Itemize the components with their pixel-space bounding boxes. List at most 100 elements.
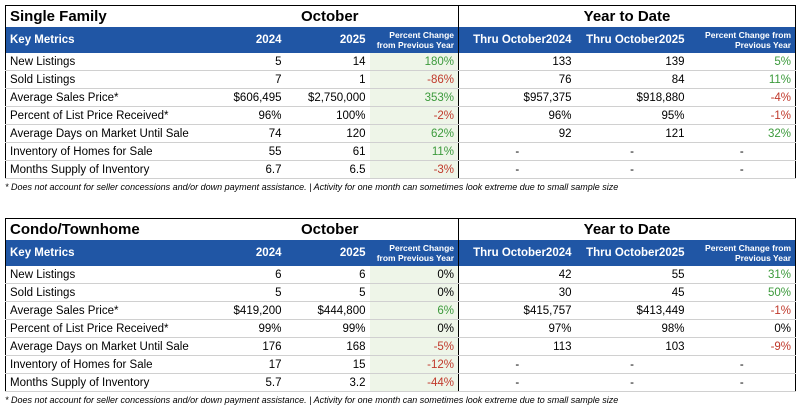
section: Single Family October Year to Date Key Metr… [5, 5, 797, 192]
header-cell: Percent Change from Previous Year [369, 27, 459, 53]
period-title: October [301, 8, 359, 25]
data-row: Percent of List Price Received* 99% 99% 0% 9… [5, 319, 796, 338]
header-row: Key Metrics 2024 2025 Percent Change from P… [5, 27, 796, 53]
metric-value: 11% [688, 70, 796, 89]
metric-value: 14 [285, 53, 370, 71]
metric-name: Average Sales Price* [5, 301, 202, 320]
metric-value: 0% [369, 319, 459, 338]
header-cell: 2024 [201, 27, 286, 53]
metric-value: 61 [285, 142, 370, 161]
data-row: Average Days on Market Until Sale 74 120 62… [5, 124, 796, 143]
metric-value: 1 [285, 70, 370, 89]
metric-value: 17 [201, 355, 286, 374]
header-cell: Thru October2025 [575, 240, 689, 266]
metric-value: - [458, 142, 576, 161]
metric-value: 168 [285, 337, 370, 356]
metric-name: Inventory of Homes for Sale [5, 355, 202, 374]
metric-value: 97% [458, 319, 576, 338]
metric-value: -44% [369, 373, 459, 392]
metric-value: 74 [201, 124, 286, 143]
metric-name: Inventory of Homes for Sale [5, 142, 202, 161]
metric-value: $2,750,000 [285, 88, 370, 107]
metric-name: Percent of List Price Received* [5, 106, 202, 125]
metric-value: -1% [688, 106, 796, 125]
metric-value: 76 [458, 70, 576, 89]
header-cell: 2025 [285, 27, 370, 53]
metric-value: $606,495 [201, 88, 286, 107]
metric-value: 5 [201, 283, 286, 302]
metric-value: 50% [688, 283, 796, 302]
header-cell: Key Metrics [5, 240, 202, 266]
table-body: Condo/Townhome October Year to Date Key Met… [5, 218, 796, 392]
data-row: Inventory of Homes for Sale 17 15 -12% - - - [5, 355, 796, 374]
metric-value: 5 [201, 53, 286, 71]
metric-value: 6.5 [285, 160, 370, 179]
title-row: Condo/Townhome October Year to Date [6, 218, 796, 240]
metric-value: 176 [201, 337, 286, 356]
metric-value: - [575, 142, 689, 161]
metric-value: - [575, 355, 689, 374]
data-row: Inventory of Homes for Sale 55 61 11% - - - [5, 142, 796, 161]
metric-value: - [688, 355, 796, 374]
data-row: Percent of List Price Received* 96% 100% -2… [5, 106, 796, 125]
title-row: Single Family October Year to Date [6, 5, 796, 27]
metric-value: 99% [201, 319, 286, 338]
metric-value: 55 [575, 266, 689, 284]
metric-value: - [458, 160, 576, 179]
metric-value: 6% [369, 301, 459, 320]
metric-name: Percent of List Price Received* [5, 319, 202, 338]
metric-value: 180% [369, 53, 459, 71]
header-cell: Percent Change from Previous Year [688, 27, 796, 53]
metric-value: 55 [201, 142, 286, 161]
metric-value: $415,757 [458, 301, 576, 320]
metric-value: 103 [575, 337, 689, 356]
metric-value: 113 [458, 337, 576, 356]
metric-value: 95% [575, 106, 689, 125]
table-body: Single Family October Year to Date Key Metr… [5, 5, 796, 179]
metric-value: 42 [458, 266, 576, 284]
metric-name: Months Supply of Inventory [5, 160, 202, 179]
metric-value: 11% [369, 142, 459, 161]
metric-value: 96% [458, 106, 576, 125]
ytd-title: Year to Date [458, 5, 796, 27]
header-cell: Thru October2025 [575, 27, 689, 53]
data-row: New Listings 6 6 0% 42 55 31% [5, 266, 796, 284]
header-cell: Thru October2024 [458, 240, 576, 266]
footnote: * Does not account for seller concession… [5, 395, 619, 405]
metric-value: 99% [285, 319, 370, 338]
metric-value: -9% [688, 337, 796, 356]
metric-value: - [458, 373, 576, 392]
metric-value: 120 [285, 124, 370, 143]
section-title: Condo/Townhome [10, 221, 140, 238]
metric-value: -5% [369, 337, 459, 356]
metric-value: 121 [575, 124, 689, 143]
metric-value: 0% [369, 266, 459, 284]
metric-value: $444,800 [285, 301, 370, 320]
metric-value: $413,449 [575, 301, 689, 320]
metric-value: - [575, 160, 689, 179]
metric-name: Average Days on Market Until Sale [5, 337, 202, 356]
header-cell: Percent Change from Previous Year [369, 240, 459, 266]
metric-value: -2% [369, 106, 459, 125]
metric-value: -3% [369, 160, 459, 179]
metric-value: 0% [688, 319, 796, 338]
data-row: Average Days on Market Until Sale 176 168-… [5, 337, 796, 356]
metric-value: 139 [575, 53, 689, 71]
footnote: * Does not account for seller concession… [5, 182, 619, 192]
metric-value: -1% [688, 301, 796, 320]
metrics-table: Single Family October Year to Date Key Metr… [5, 5, 797, 179]
metric-value: 62% [369, 124, 459, 143]
metric-name: Average Days on Market Until Sale [5, 124, 202, 143]
metric-value: 5% [688, 53, 796, 71]
metric-value: 7 [201, 70, 286, 89]
metric-value: 15 [285, 355, 370, 374]
header-cell: Key Metrics [5, 27, 202, 53]
metric-value: 353% [369, 88, 459, 107]
metric-value: 84 [575, 70, 689, 89]
header-row: Key Metrics 2024 2025 Percent Change from P… [5, 240, 796, 266]
metric-name: Sold Listings [5, 70, 202, 89]
metric-value: - [458, 355, 576, 374]
metric-name: New Listings [5, 266, 202, 284]
metric-value: 31% [688, 266, 796, 284]
header-cell: 2025 [285, 240, 370, 266]
